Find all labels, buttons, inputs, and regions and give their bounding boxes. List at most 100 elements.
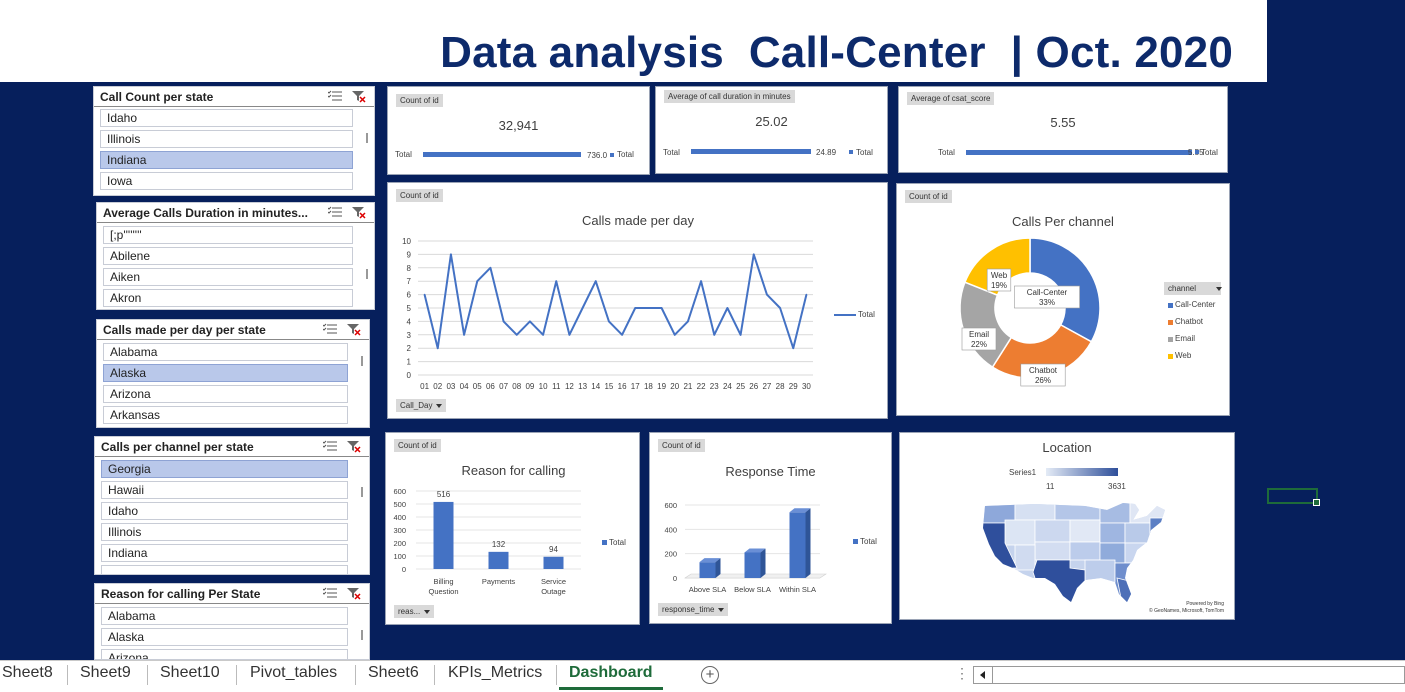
kpi-legend-label: Total (617, 150, 634, 159)
chevron-down-icon (1216, 286, 1223, 291)
x-tick-label: 23 (710, 382, 719, 391)
tab-dashboard[interactable]: Dashboard (559, 661, 663, 690)
tab-sheet6[interactable]: Sheet6 (368, 664, 419, 681)
slicer-item[interactable]: Indiana (100, 151, 353, 169)
slicer-call-count-per-state[interactable]: Call Count per state Idaho Illinois Indi… (93, 86, 375, 196)
multi-select-icon[interactable] (328, 205, 368, 219)
slicer-scrollbar[interactable] (361, 356, 363, 366)
y-tick-label: 2 (407, 344, 412, 353)
chart-response-time[interactable]: Count of id Response Time 0 200 400 600 Abov… (649, 432, 892, 624)
multi-select-icon[interactable] (328, 89, 368, 103)
pivot-field-tag[interactable]: Count of id (396, 189, 443, 202)
data-label-name: Web (991, 271, 1008, 280)
data-point (687, 320, 689, 323)
slicer-item[interactable]: Arkansas (103, 406, 348, 424)
chevron-down-icon (718, 607, 725, 612)
slicer-item[interactable]: Arizona (103, 385, 348, 403)
x-tick-label: Outage (541, 587, 566, 596)
legend-marker (1168, 354, 1173, 359)
tab-sheet10[interactable]: Sheet10 (160, 664, 220, 681)
slicer-scrollbar[interactable] (361, 487, 363, 497)
y-tick-label: 0 (407, 371, 412, 380)
slicer-item[interactable]: Aiken (103, 268, 353, 286)
slicer-item[interactable]: Indiana (101, 544, 348, 562)
slicer-avg-calls-duration[interactable]: Average Calls Duration in minutes... [;p… (96, 202, 375, 310)
bar-side (760, 548, 766, 578)
multi-select-icon[interactable] (323, 439, 363, 453)
us-map[interactable] (975, 498, 1170, 608)
filter-button-call-day[interactable]: Call_Day (396, 399, 447, 412)
data-point (436, 347, 439, 349)
filter-button-reason[interactable]: reas... (394, 605, 435, 618)
pivot-field-tag[interactable]: Count of id (905, 190, 952, 203)
data-point (779, 307, 781, 309)
slicer-item[interactable]: Illinois (101, 523, 348, 541)
filter-button-response-time[interactable]: response_time (658, 603, 729, 616)
data-label-value: 22% (971, 340, 987, 349)
chart-location-map[interactable]: Location Series1 11 3631 (899, 432, 1235, 620)
slicer-item[interactable]: Alabama (101, 607, 348, 625)
kpi-card-csat[interactable]: Average of csat_score 5.55 Total 5.55 To… (898, 86, 1228, 173)
kpi-card-avg-duration[interactable]: Average of call duration in minutes 25.0… (655, 86, 888, 174)
slicer-item[interactable]: Akron (103, 289, 353, 307)
kpi-row-label: Total (395, 150, 412, 159)
slicer-item[interactable]: Abilene (103, 247, 353, 265)
legend-label: Total (860, 537, 877, 546)
chart-calls-per-channel[interactable]: Count of id Calls Per channel Call-Cente… (896, 183, 1230, 416)
slicer-item[interactable]: Alabama (103, 343, 348, 361)
slicer-item[interactable]: Idaho (101, 502, 348, 520)
tab-separator (556, 665, 557, 685)
pivot-field-tag[interactable]: Count of id (394, 439, 441, 452)
x-tick-label: 19 (657, 382, 666, 391)
slicer-item[interactable]: Alaska (101, 628, 348, 646)
slicer-item[interactable]: Illinois (100, 130, 353, 148)
slicer-calls-per-channel-per-state[interactable]: Calls per channel per state Georgia Hawa… (94, 436, 370, 575)
map-legend-series: Series1 (1009, 468, 1037, 477)
legend-label: Total (858, 310, 875, 319)
selected-cell[interactable] (1267, 488, 1320, 506)
slicer-title: Call Count per state (100, 90, 214, 104)
slicer-item-partial[interactable] (101, 565, 348, 574)
slicer-item[interactable]: Iowa (100, 172, 353, 190)
filter-button-channel[interactable]: channel (1164, 282, 1223, 295)
data-point (542, 334, 544, 336)
x-tick-label: 10 (539, 382, 548, 391)
slicer-scrollbar[interactable] (366, 133, 368, 143)
tab-separator (147, 665, 148, 685)
slicer-item[interactable]: Hawaii (101, 481, 348, 499)
slicer-item[interactable]: Idaho (100, 109, 353, 127)
slicer-divider (97, 222, 374, 223)
x-tick-label: 05 (473, 382, 482, 391)
x-tick-label: 01 (420, 382, 429, 391)
data-point (529, 320, 531, 323)
scroll-left-icon[interactable] (974, 667, 993, 683)
slicer-item[interactable]: Arizona (101, 649, 348, 659)
pivot-field-tag[interactable]: Count of id (658, 439, 705, 452)
tab-sheet9[interactable]: Sheet9 (80, 664, 131, 681)
pivot-field-tag[interactable]: Count of id (396, 94, 443, 107)
tab-kpis-metrics[interactable]: KPIs_Metrics (448, 664, 543, 681)
horizontal-scrollbar[interactable] (973, 666, 1405, 684)
slicer-scrollbar[interactable] (361, 630, 363, 640)
multi-select-icon[interactable] (323, 322, 363, 336)
tab-pivot-tables[interactable]: Pivot_tables (250, 664, 338, 681)
add-sheet-plus-icon[interactable]: + (701, 666, 719, 684)
y-tick-label: 9 (407, 250, 412, 259)
bar-top (699, 558, 721, 563)
multi-select-icon[interactable] (323, 586, 363, 600)
slicer-scrollbar[interactable] (366, 269, 368, 279)
data-label: 132 (492, 540, 506, 549)
slicer-item[interactable]: Alaska (103, 364, 348, 382)
pivot-field-tag[interactable]: Average of csat_score (907, 92, 995, 105)
kpi-card-count[interactable]: Count of id 32,941 Total 736.0 Total (387, 86, 650, 175)
slicer-item[interactable]: Georgia (101, 460, 348, 478)
tab-sheet8[interactable]: Sheet8 (2, 664, 53, 681)
slicer-reason-per-state[interactable]: Reason for calling Per State Alabama Ala… (94, 583, 370, 660)
tabs-splitter-icon[interactable]: ⋮ (955, 665, 969, 681)
slicer-item[interactable]: [;p'''''''' (103, 226, 353, 244)
slicer-calls-per-day-per-state[interactable]: Calls made per day per state Alabama Ala… (96, 319, 370, 428)
chart-reason-for-calling[interactable]: Count of id Reason for calling 0 100 200 30… (385, 432, 640, 625)
pivot-field-tag[interactable]: Average of call duration in minutes (664, 90, 795, 103)
